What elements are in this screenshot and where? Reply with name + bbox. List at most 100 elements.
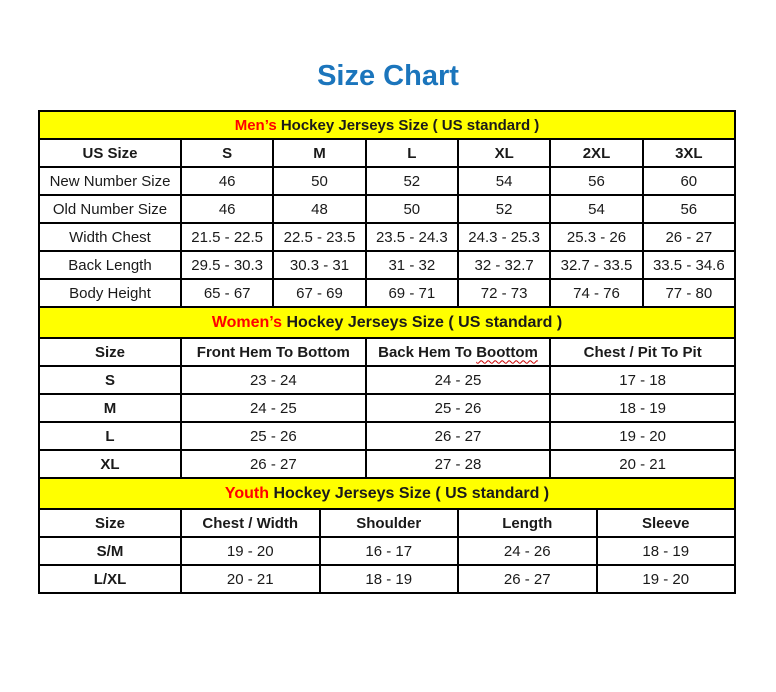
table-row: Back Length 29.5 - 30.3 30.3 - 31 31 - 32 32… <box>38 250 737 280</box>
mens-size-table: Men’s Hockey Jerseys Size ( US standard … <box>38 110 737 308</box>
banner-highlight-word: Women’s <box>211 313 283 331</box>
table-cell: 60 <box>641 166 737 196</box>
row-label: L <box>38 421 182 451</box>
table-cell: 30.3 - 31 <box>272 250 367 280</box>
column-header: Sleeve <box>595 508 736 538</box>
column-header: Shoulder <box>318 508 459 538</box>
table-cell: 20 - 21 <box>549 449 736 479</box>
table-cell: 50 <box>272 166 367 196</box>
table-cell: 24 - 25 <box>180 393 367 423</box>
row-label: New Number Size <box>38 166 182 196</box>
column-header: Chest / Pit To Pit <box>549 337 736 367</box>
table-cell: 18 - 19 <box>595 536 736 566</box>
header-row: Size Front Hem To Bottom Back Hem To Boott… <box>38 337 736 367</box>
table-cell: 52 <box>364 166 459 196</box>
column-header: US Size <box>38 138 182 168</box>
women-table-banner: Women’s Hockey Jerseys Size ( US standar… <box>38 306 736 339</box>
banner-text: Hockey Jerseys Size ( US standard ) <box>276 116 540 134</box>
column-header: Size <box>38 508 182 538</box>
table-cell: 33.5 - 34.6 <box>641 250 737 280</box>
row-label: XL <box>38 449 182 479</box>
table-cell: 25 - 26 <box>180 421 367 451</box>
table-cell: 56 <box>641 194 737 224</box>
youth-size-table: Youth Hockey Jerseys Size ( US standard … <box>38 477 736 594</box>
youth-table-banner: Youth Hockey Jerseys Size ( US standard … <box>38 477 736 510</box>
row-label: L/XL <box>38 564 182 594</box>
column-header: Back Hem To Boottom <box>364 337 552 367</box>
banner-text: Hockey Jerseys Size ( US standard ) <box>269 484 550 502</box>
table-cell: 18 - 19 <box>549 393 736 423</box>
table-cell: 26 - 27 <box>641 222 737 252</box>
table-cell: 24 - 26 <box>457 536 598 566</box>
row-label: S <box>38 365 182 395</box>
table-cell: 19 - 20 <box>549 421 736 451</box>
men-table-banner: Men’s Hockey Jerseys Size ( US standard … <box>38 110 736 140</box>
column-header: 3XL <box>641 138 737 168</box>
table-cell: 23.5 - 24.3 <box>364 222 459 252</box>
table-cell: 54 <box>456 166 552 196</box>
table-cell: 74 - 76 <box>549 278 644 308</box>
table-cell: 56 <box>549 166 644 196</box>
table-cell: 46 <box>179 166 275 196</box>
banner-highlight-word: Men’s <box>234 116 277 134</box>
table-cell: 19 - 20 <box>180 536 321 566</box>
table-cell: 16 - 17 <box>318 536 459 566</box>
column-header: M <box>272 138 367 168</box>
table-cell: 26 - 27 <box>180 449 367 479</box>
misspelled-word: Boottom <box>476 343 538 361</box>
column-header: S <box>179 138 275 168</box>
table-cell: 29.5 - 30.3 <box>179 250 275 280</box>
table-row: New Number Size 46 50 52 54 56 60 <box>38 166 737 196</box>
header-row: Size Chest / Width Shoulder Length Sleeve <box>38 508 736 538</box>
row-label: Old Number Size <box>38 194 182 224</box>
table-cell: 21.5 - 22.5 <box>179 222 275 252</box>
row-label: S/M <box>38 536 182 566</box>
table-cell: 24 - 25 <box>364 365 552 395</box>
table-cell: 25 - 26 <box>364 393 552 423</box>
table-cell: 22.5 - 23.5 <box>272 222 367 252</box>
table-cell: 50 <box>364 194 459 224</box>
table-row: L/XL 20 - 21 18 - 19 26 - 27 19 - 20 <box>38 564 736 594</box>
column-header: XL <box>456 138 552 168</box>
table-cell: 27 - 28 <box>364 449 552 479</box>
table-cell: 17 - 18 <box>549 365 736 395</box>
header-row: US Size S M L XL 2XL 3XL <box>38 138 737 168</box>
table-cell: 67 - 69 <box>272 278 367 308</box>
column-header: Size <box>38 337 182 367</box>
row-label: Width Chest <box>38 222 182 252</box>
size-chart: Men’s Hockey Jerseys Size ( US standard … <box>38 110 737 594</box>
table-cell: 23 - 24 <box>180 365 367 395</box>
banner-highlight-word: Youth <box>224 484 269 502</box>
table-cell: 25.3 - 26 <box>549 222 644 252</box>
table-cell: 20 - 21 <box>180 564 321 594</box>
table-cell: 77 - 80 <box>641 278 737 308</box>
table-cell: 69 - 71 <box>364 278 459 308</box>
column-header: L <box>364 138 459 168</box>
page-title: Size Chart <box>317 60 459 92</box>
table-row: Width Chest 21.5 - 22.5 22.5 - 23.5 23.5 - … <box>38 222 737 252</box>
column-header: 2XL <box>549 138 644 168</box>
table-cell: 72 - 73 <box>456 278 552 308</box>
row-label: M <box>38 393 182 423</box>
row-label: Body Height <box>38 278 182 308</box>
banner-text: Hockey Jerseys Size ( US standard ) <box>282 313 563 331</box>
table-row: Body Height 65 - 67 67 - 69 69 - 71 72 - 73 7… <box>38 278 737 308</box>
table-cell: 48 <box>272 194 367 224</box>
table-row: L 25 - 26 26 - 27 19 - 20 <box>38 421 736 451</box>
table-row: XL 26 - 27 27 - 28 20 - 21 <box>38 449 736 479</box>
column-header: Front Hem To Bottom <box>180 337 367 367</box>
table-cell: 54 <box>549 194 644 224</box>
table-cell: 52 <box>456 194 552 224</box>
column-header: Chest / Width <box>180 508 321 538</box>
table-cell: 46 <box>179 194 275 224</box>
table-cell: 24.3 - 25.3 <box>456 222 552 252</box>
table-cell: 32 - 32.7 <box>456 250 552 280</box>
table-cell: 26 - 27 <box>364 421 552 451</box>
table-cell: 32.7 - 33.5 <box>549 250 644 280</box>
table-cell: 18 - 19 <box>318 564 459 594</box>
table-row: S 23 - 24 24 - 25 17 - 18 <box>38 365 736 395</box>
table-row: S/M 19 - 20 16 - 17 24 - 26 18 - 19 <box>38 536 736 566</box>
table-row: M 24 - 25 25 - 26 18 - 19 <box>38 393 736 423</box>
column-header: Length <box>457 508 598 538</box>
row-label: Back Length <box>38 250 182 280</box>
